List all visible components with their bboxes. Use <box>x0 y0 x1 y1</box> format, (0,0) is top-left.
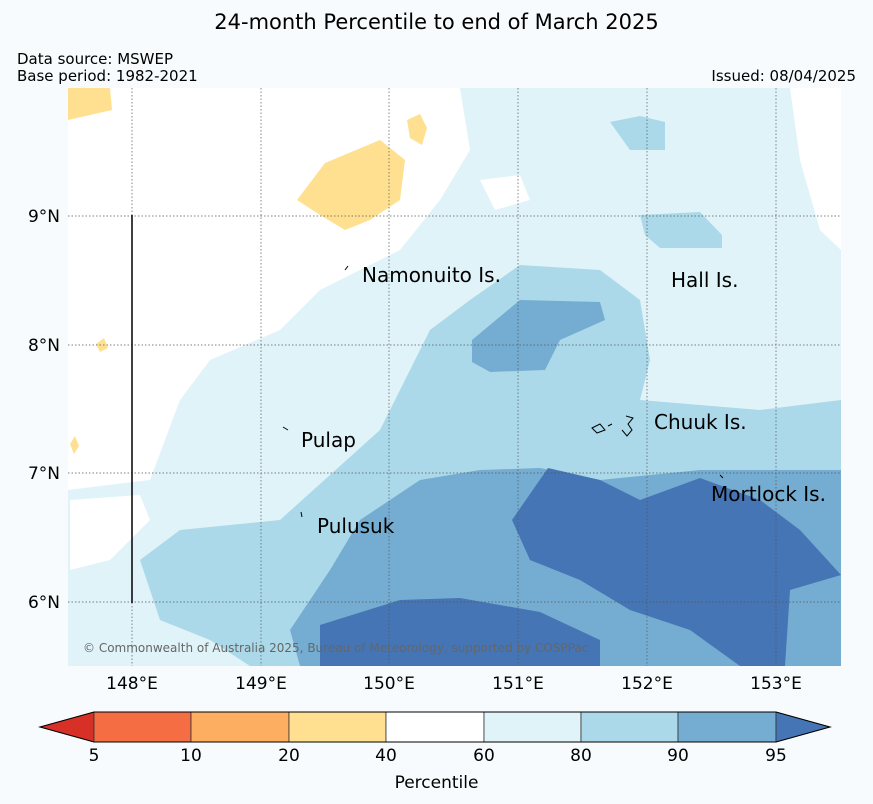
colorbar-segment-5-10 <box>93 711 192 743</box>
lat-label-9n: 9°N <box>28 207 60 227</box>
percentile-band-95-plus <box>512 468 841 666</box>
percentile-band-80-90-north <box>610 116 665 150</box>
place-label-mortlock: Mortlock Is. <box>711 482 826 506</box>
percentile-band-40-60-patch-e <box>790 88 841 250</box>
colorbar-tick-5: 5 <box>88 746 100 766</box>
place-label-pulusuk: Pulusuk <box>317 514 395 538</box>
percentile-band-20-40-north <box>297 140 405 230</box>
colorbar-segment-above-95 <box>775 711 832 743</box>
percentile-band-40-60-patch-ne <box>480 175 530 210</box>
place-label-pulap: Pulap <box>301 428 356 452</box>
colorbar-tick-40: 40 <box>375 746 397 766</box>
percentile-band-90-95-center <box>472 300 605 372</box>
copyright-notice: © Commonwealth of Australia 2025, Bureau… <box>83 641 588 655</box>
colorbar-tick-90: 90 <box>667 746 689 766</box>
percentile-band-20-40-small-1 <box>96 338 108 352</box>
base-period-label: Base period: 1982-2021 <box>17 67 198 85</box>
lat-label-6n: 6°N <box>28 593 60 613</box>
place-label-chuuk: Chuuk Is. <box>654 410 747 434</box>
lon-label-149: 149°E <box>235 674 287 694</box>
percentile-band-40-60-patch <box>70 495 150 570</box>
gridlines <box>68 88 841 666</box>
colorbar <box>38 711 832 743</box>
lon-label-151: 151°E <box>492 674 544 694</box>
percentile-band-80-90-hall <box>640 212 722 248</box>
percentile-band-20-40-island <box>407 114 427 145</box>
percentile-band-20-40-nw <box>68 88 112 120</box>
colorbar-label: Percentile <box>394 773 479 793</box>
chart-title: 24-month Percentile to end of March 2025 <box>214 10 659 34</box>
island-outlines <box>282 265 724 518</box>
lon-label-153: 153°E <box>750 674 802 694</box>
colorbar-segment-60-80 <box>483 711 582 743</box>
pulusuk-outline <box>300 511 303 518</box>
colorbar-tick-60: 60 <box>473 746 495 766</box>
colorbar-tick-95: 95 <box>765 746 787 766</box>
data-source-label: Data source: MSWEP <box>17 50 174 68</box>
percentile-band-20-40-small-2 <box>70 436 79 454</box>
lon-label-148: 148°E <box>106 674 158 694</box>
lat-label-7n: 7°N <box>28 464 60 484</box>
place-label-hall: Hall Is. <box>671 268 738 292</box>
lon-label-150: 150°E <box>363 674 415 694</box>
lat-label-8n: 8°N <box>28 336 60 356</box>
colorbar-tick-10: 10 <box>180 746 202 766</box>
pulap-outline <box>282 426 289 431</box>
colorbar-tick-80: 80 <box>570 746 592 766</box>
colorbar-segment-90-95 <box>677 711 777 743</box>
colorbar-segment-10-20 <box>190 711 290 743</box>
chuuk-outline <box>591 415 634 437</box>
colorbar-segment-80-90 <box>580 711 679 743</box>
namonuito-outline <box>344 265 349 271</box>
percentile-band-95-plus-south <box>320 598 600 666</box>
colorbar-segment-20-40 <box>288 711 387 743</box>
colorbar-segment-40-60 <box>385 711 485 743</box>
lon-label-152: 152°E <box>621 674 673 694</box>
colorbar-segment-below-5 <box>38 711 95 743</box>
mortlock-outline <box>719 474 724 479</box>
place-label-namonuito: Namonuito Is. <box>362 263 501 287</box>
issued-date-label: Issued: 08/04/2025 <box>711 67 856 85</box>
colorbar-tick-20: 20 <box>278 746 300 766</box>
